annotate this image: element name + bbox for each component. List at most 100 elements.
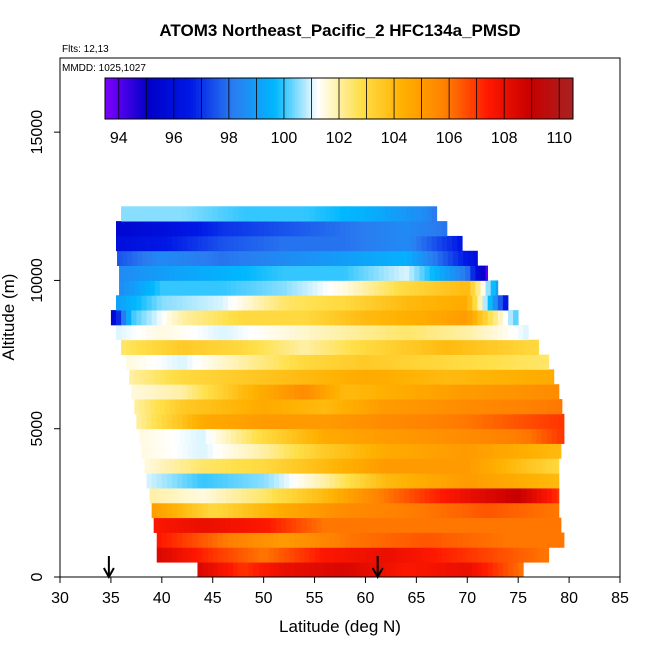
heat-cell [175,265,181,281]
heat-cell [292,458,298,474]
colorbar-segment [162,78,167,119]
heat-cell [286,517,292,533]
heat-cell [396,413,402,430]
heat-cell [166,547,173,563]
colorbar-segment [151,78,156,119]
heat-cell [375,295,382,311]
heat-cell [444,399,451,415]
heat-cell [436,562,443,578]
colorbar-segment [327,78,332,119]
heat-cell [212,310,219,326]
colorbar-segment [198,78,202,119]
heat-cell [307,399,313,415]
heat-cell [268,324,275,341]
heat-cell [207,295,214,311]
heat-cell [185,458,191,474]
heat-cell [406,354,412,370]
heat-cell [207,324,214,341]
heat-cell [375,502,382,519]
heat-cell [233,310,239,326]
heat-cell [297,488,303,504]
heat-cell [523,339,529,355]
heat-cell [187,295,193,311]
heat-cell [253,413,259,430]
heat-cell [390,295,397,311]
heat-cell [431,354,438,370]
heat-cell [166,354,173,370]
heat-cell [446,547,453,563]
heat-cell [185,265,191,281]
heat-cell [172,502,178,519]
heat-cell [452,547,458,563]
heat-cell [411,339,417,355]
heat-cell [217,339,224,355]
heat-cell [326,517,333,533]
heat-cell [187,324,193,341]
heat-cell [228,532,234,548]
x-tick-label: 55 [306,590,324,607]
heat-cell [416,532,422,548]
heat-cell [390,354,397,370]
colorbar-segment [316,78,321,119]
heat-cell [375,473,382,489]
heat-cell [258,562,265,578]
heat-cell [121,235,127,252]
heat-cell [528,532,534,548]
heat-cell [299,473,305,489]
heat-cell [497,443,504,459]
heat-cell [472,443,478,459]
heat-cell [248,221,254,237]
heat-cell [172,324,178,341]
heat-cell [131,354,137,370]
heat-cell [521,458,527,474]
heat-cell [419,458,425,474]
heat-cell [531,399,537,415]
heat-cell [258,221,265,237]
heat-cell [477,384,483,400]
heat-cell [487,354,494,370]
heat-cell [457,295,463,311]
heat-cell [161,221,168,237]
heat-cell [215,458,222,474]
colorbar-segment [121,78,125,119]
heat-cell [477,443,483,459]
heat-cell [169,265,176,281]
heat-cell [416,384,422,400]
heat-cell [521,488,527,504]
colorbar-segment [526,78,530,119]
heat-cell [255,517,261,533]
heat-cell [543,547,550,563]
heat-cell [329,206,336,222]
heat-cell [141,339,147,355]
heat-cell [289,384,295,400]
heat-cell [304,384,310,400]
heat-cell [146,295,153,311]
colorbar-segment [300,78,304,119]
heat-cell [220,488,227,504]
heat-cell [250,517,256,533]
heat-cell [151,206,158,222]
heat-cell [360,339,366,355]
colorbar-segment [537,78,541,119]
heat-cell [259,250,266,266]
heat-cell [258,443,265,459]
heat-cell [390,413,397,430]
colorbar-tick-label: 110 [546,130,572,147]
colorbar-tick-label: 108 [491,130,518,147]
heat-cell [304,413,310,430]
heat-cell [485,399,492,415]
heat-cell [146,443,153,459]
heat-cell [467,324,473,341]
heat-cell [419,488,425,504]
heat-cell [222,354,229,370]
heat-cell [180,428,186,444]
heat-cell [322,265,329,281]
heat-cell [149,399,156,415]
heat-cell [337,428,344,444]
heat-cell [289,324,295,341]
heat-cell [177,547,183,563]
heat-cell [159,428,166,444]
colorbar-segment [355,78,359,119]
heat-cell [383,458,390,474]
heat-cell [340,310,346,326]
